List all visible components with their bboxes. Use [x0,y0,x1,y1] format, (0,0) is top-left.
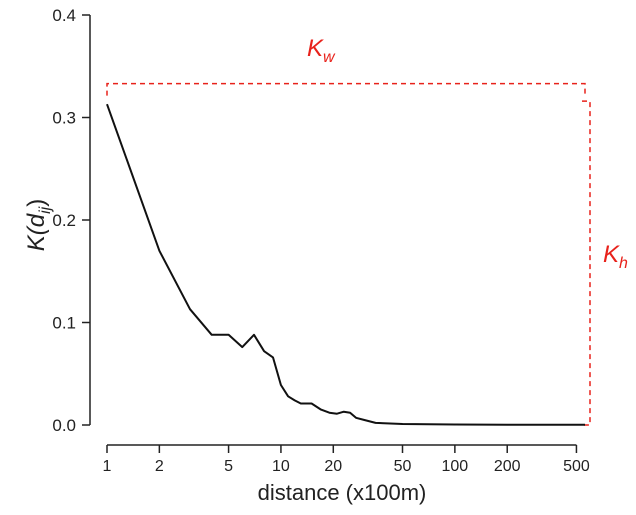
y-axis: 0.0 0.1 0.2 0.3 0.4 [52,6,91,435]
x-tick-label: 10 [272,458,290,475]
kh-bracket [582,100,591,426]
y-axis-label-sub: ij [37,206,54,214]
y-axis-label-close: ) [23,199,50,207]
y-axis-label: K(dij) [23,199,54,251]
kh-label-main: K [603,241,620,268]
y-ticks: 0.0 0.1 0.2 0.3 0.4 [52,6,90,435]
x-tick-label: 100 [442,458,469,475]
kw-label-sub: w [323,49,336,66]
x-tick-label: 200 [494,458,521,475]
series-line [106,103,585,426]
x-ticks: 1 2 5 10 20 50 100 200 500 [103,445,590,475]
y-tick-label: 0.3 [52,109,76,128]
y-tick-label: 0.4 [52,6,76,25]
x-tick-label: 2 [155,458,164,475]
x-tick-label: 1 [103,458,112,475]
kh-label-sub: h [619,255,628,272]
x-axis-label: distance (x100m) [258,480,427,505]
x-tick-label: 50 [394,458,412,475]
kw-label-main: K [307,35,324,62]
x-tick-label: 20 [324,458,342,475]
x-tick-label: 500 [563,458,590,475]
kw-label: Kw [307,35,336,66]
kw-bracket [106,82,586,96]
x-axis: 1 2 5 10 20 50 100 200 500 [103,444,590,475]
annotations: Kw Kh [106,35,628,426]
kh-label: Kh [603,241,628,272]
x-tick-label: 5 [224,458,233,475]
y-tick-label: 0.2 [52,211,76,230]
y-axis-label-main: K(d [23,213,50,251]
y-tick-label: 0.0 [52,416,76,435]
series-points [106,104,586,425]
y-tick-label: 0.1 [52,314,76,333]
